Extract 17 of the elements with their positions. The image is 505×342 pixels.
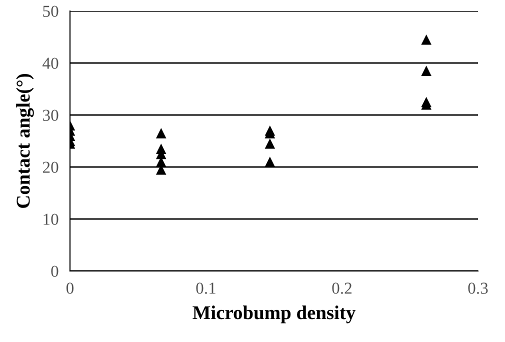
y-axis-title: Contact angle(°) (16, 74, 34, 208)
x-axis-title: Microbump density (192, 306, 356, 324)
x-tick-label: 0.2 (332, 282, 352, 294)
y-tick-label: 50 (43, 6, 58, 17)
y-tick-label: 40 (42, 58, 58, 69)
point (421, 34, 432, 45)
point (156, 128, 166, 138)
y-tick-label: 30 (43, 110, 58, 121)
y-tick-label: 0 (51, 266, 58, 277)
point (421, 66, 432, 76)
x-tick-label: 0 (66, 282, 74, 294)
x-tick-label: 0.3 (468, 282, 488, 294)
y-tick-label: 20 (42, 162, 58, 173)
point (264, 156, 276, 167)
point (264, 138, 276, 149)
x-tick-label: 0.1 (196, 282, 216, 294)
y-tick-label: 10 (44, 214, 58, 225)
